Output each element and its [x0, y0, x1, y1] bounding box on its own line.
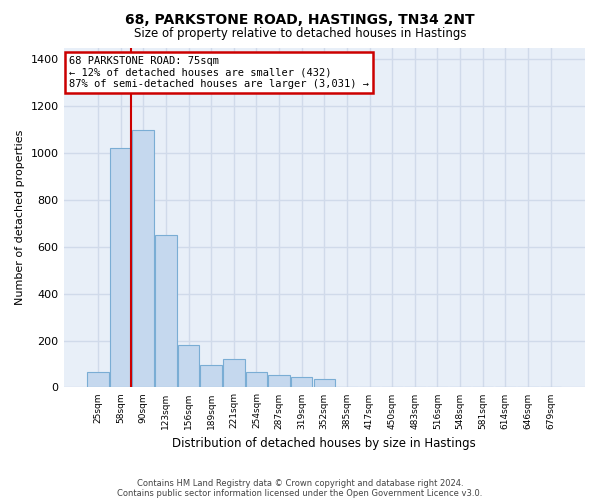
Text: Contains public sector information licensed under the Open Government Licence v3: Contains public sector information licen…: [118, 488, 482, 498]
Bar: [178, 345, 199, 388]
Bar: [223, 360, 245, 388]
Bar: [268, 374, 290, 388]
Y-axis label: Number of detached properties: Number of detached properties: [15, 130, 25, 305]
Text: Size of property relative to detached houses in Hastings: Size of property relative to detached ho…: [134, 28, 466, 40]
Text: 68 PARKSTONE ROAD: 75sqm
← 12% of detached houses are smaller (432)
87% of semi-: 68 PARKSTONE ROAD: 75sqm ← 12% of detach…: [69, 56, 369, 89]
X-axis label: Distribution of detached houses by size in Hastings: Distribution of detached houses by size …: [172, 437, 476, 450]
Bar: [87, 372, 109, 388]
Bar: [155, 235, 176, 388]
Bar: [110, 148, 131, 388]
Bar: [291, 377, 313, 388]
Bar: [245, 372, 267, 388]
Bar: [133, 130, 154, 388]
Bar: [314, 379, 335, 388]
Text: 68, PARKSTONE ROAD, HASTINGS, TN34 2NT: 68, PARKSTONE ROAD, HASTINGS, TN34 2NT: [125, 12, 475, 26]
Bar: [200, 365, 222, 388]
Text: Contains HM Land Registry data © Crown copyright and database right 2024.: Contains HM Land Registry data © Crown c…: [137, 478, 463, 488]
